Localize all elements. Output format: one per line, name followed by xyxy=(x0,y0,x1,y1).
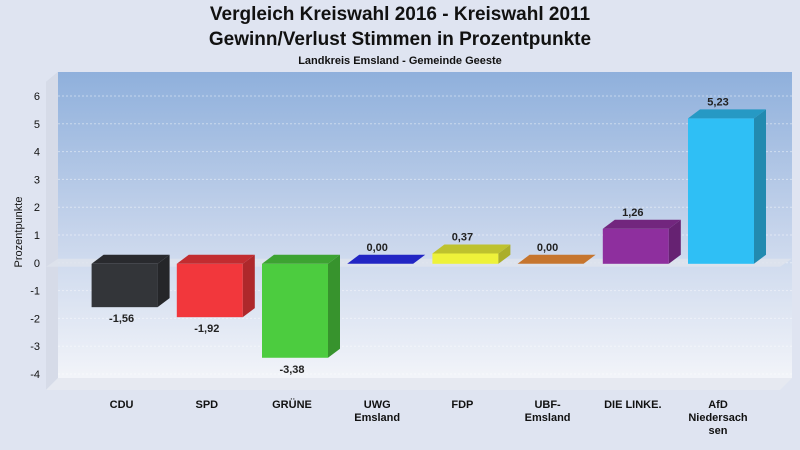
bar xyxy=(91,254,170,308)
y-tick-label: -1 xyxy=(30,286,40,298)
bar-top xyxy=(432,244,511,254)
bar-side xyxy=(754,109,766,264)
data-label: -1,56 xyxy=(109,313,134,325)
bar-top xyxy=(262,254,340,264)
x-tick-label: Niedersach xyxy=(688,412,748,424)
bar-front xyxy=(91,263,158,308)
y-tick-label: -2 xyxy=(30,313,40,325)
y-tick-label: 2 xyxy=(34,202,40,214)
data-label: 1,26 xyxy=(622,207,643,219)
x-tick-label: FDP xyxy=(451,399,473,411)
bar-side xyxy=(498,244,511,264)
bar xyxy=(432,244,511,264)
bar xyxy=(262,254,340,358)
x-tick-label: sen xyxy=(709,425,728,437)
data-label: 0,00 xyxy=(366,242,387,254)
x-tick-label: SPD xyxy=(195,399,218,411)
x-tick-label: Emsland xyxy=(525,412,571,424)
bar xyxy=(688,109,766,264)
y-tick-label: 6 xyxy=(34,91,40,103)
data-label: -1,92 xyxy=(194,323,219,335)
bar xyxy=(347,254,426,264)
bar-top xyxy=(602,219,681,229)
bar-front xyxy=(688,118,754,264)
x-tick-label: CDU xyxy=(110,399,134,411)
data-label: 0,37 xyxy=(452,232,473,244)
chart-title: Vergleich Kreiswahl 2016 - Kreiswahl 201… xyxy=(209,4,591,25)
bar-front xyxy=(432,253,499,264)
bar-side xyxy=(668,219,681,264)
bar xyxy=(176,254,255,318)
y-tick-label: 1 xyxy=(34,230,40,242)
y-tick-label: 5 xyxy=(34,119,40,131)
bar-top xyxy=(688,109,766,119)
x-tick-label: GRÜNE xyxy=(272,398,312,411)
y-tick-label: 3 xyxy=(34,174,40,186)
plot-floor xyxy=(46,378,792,390)
bar-top xyxy=(176,254,255,264)
y-tick-label: 4 xyxy=(34,147,40,159)
bar xyxy=(602,219,681,264)
x-tick-label: DIE LINKE. xyxy=(604,399,661,411)
data-label: 5,23 xyxy=(707,96,728,108)
data-label: -3,38 xyxy=(279,364,304,376)
chart-subtitle: Landkreis Emsland - Gemeinde Geeste xyxy=(298,55,502,67)
data-label: 0,00 xyxy=(537,242,558,254)
wall-left xyxy=(46,72,58,390)
y-tick-label: 0 xyxy=(34,258,40,270)
bar-front xyxy=(262,263,328,358)
x-tick-label: UBF- xyxy=(534,399,561,411)
plot-area xyxy=(58,72,792,378)
bar-side xyxy=(157,254,170,308)
y-axis-label: Prozentpunkte xyxy=(13,197,25,268)
y-tick-label: -3 xyxy=(30,341,40,353)
chart-title-line-2: Gewinn/Verlust Stimmen in Prozentpunkte xyxy=(208,29,592,50)
bar-top xyxy=(517,254,596,264)
bar-side xyxy=(328,254,340,358)
bar-top xyxy=(91,254,170,264)
bar-front xyxy=(602,228,669,264)
y-tick-label: -4 xyxy=(30,369,40,381)
bar-front xyxy=(176,263,243,318)
bar-side xyxy=(242,254,255,318)
bar xyxy=(517,254,596,264)
x-tick-label: UWG xyxy=(364,399,391,411)
x-tick-label: AfD xyxy=(708,399,728,411)
x-tick-label: Emsland xyxy=(354,412,400,424)
bar-top xyxy=(347,254,426,264)
